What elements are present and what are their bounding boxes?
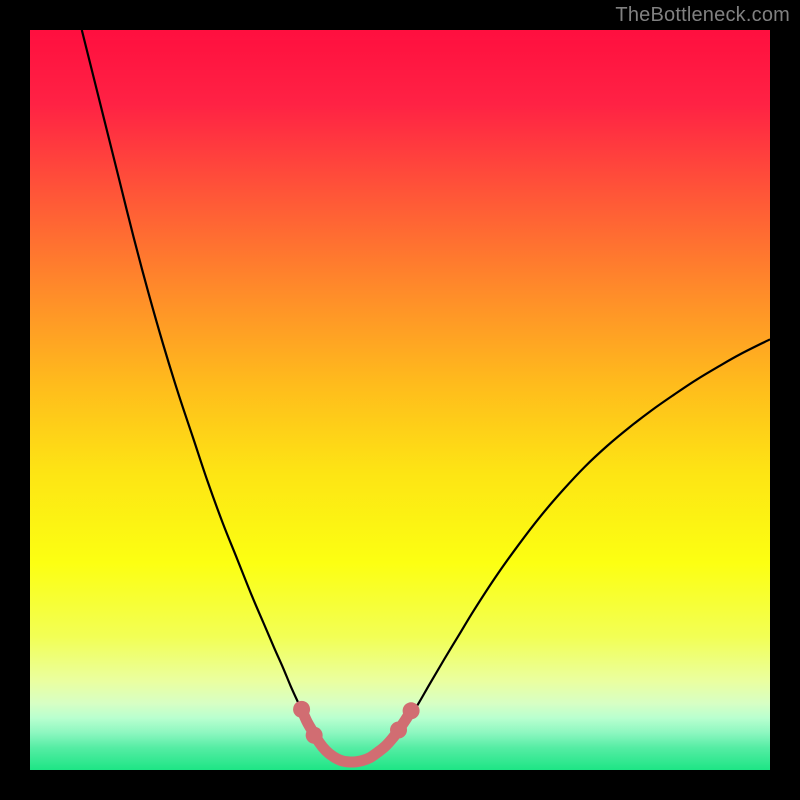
optimal-range-dot xyxy=(390,722,407,739)
optimal-range-dot xyxy=(306,727,323,744)
optimal-range-dot xyxy=(403,702,420,719)
optimal-range-dot xyxy=(293,701,310,718)
chart-stage: TheBottleneck.com xyxy=(0,0,800,800)
chart-svg xyxy=(0,0,800,800)
plot-background xyxy=(30,30,770,770)
